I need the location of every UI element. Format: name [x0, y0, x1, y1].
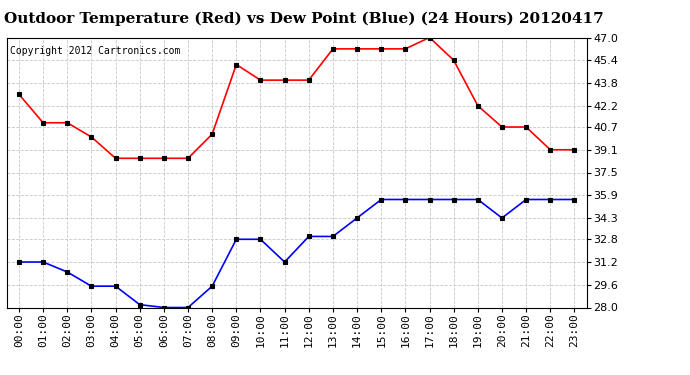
Text: Outdoor Temperature (Red) vs Dew Point (Blue) (24 Hours) 20120417: Outdoor Temperature (Red) vs Dew Point (…	[3, 11, 604, 26]
Text: Copyright 2012 Cartronics.com: Copyright 2012 Cartronics.com	[10, 46, 180, 56]
